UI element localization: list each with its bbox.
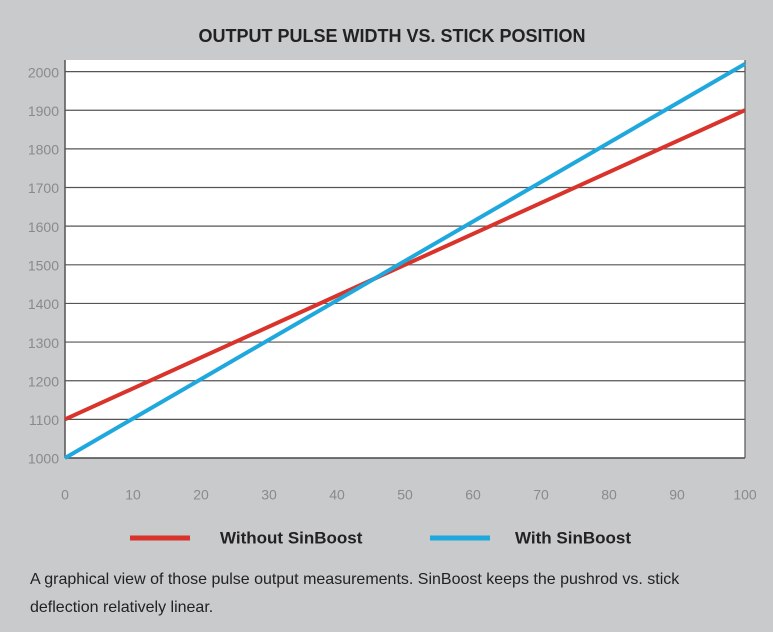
x-tick-label: 20 <box>193 487 209 503</box>
y-tick-label: 2000 <box>28 64 59 80</box>
y-tick-label: 1500 <box>28 257 59 273</box>
y-tick-label: 1900 <box>28 103 59 119</box>
x-tick-label: 80 <box>601 487 617 503</box>
y-tick-label: 1300 <box>28 335 59 351</box>
y-tick-label: 1400 <box>28 296 59 312</box>
legend-label: With SinBoost <box>515 528 631 547</box>
x-tick-label: 70 <box>533 487 549 503</box>
x-tick-label: 60 <box>465 487 481 503</box>
y-tick-label: 1000 <box>28 451 59 467</box>
series-line <box>64 108 746 422</box>
y-tick-label: 1600 <box>28 219 59 235</box>
y-tick-label: 1200 <box>28 373 59 389</box>
y-tick-label: 1800 <box>28 142 59 158</box>
x-tick-label: 0 <box>61 487 69 503</box>
caption: A graphical view of those pulse output m… <box>30 571 680 616</box>
x-tick-label: 40 <box>329 487 345 503</box>
y-tick-label: 1700 <box>28 180 59 196</box>
x-tick-label: 50 <box>397 487 413 503</box>
x-tick-label: 30 <box>261 487 277 503</box>
x-tick-label: 90 <box>669 487 685 503</box>
legend-label: Without SinBoost <box>220 528 363 547</box>
chart-title: OUTPUT PULSE WIDTH VS. STICK POSITION <box>198 26 585 46</box>
y-tick-label: 1100 <box>29 412 59 428</box>
x-tick-label: 100 <box>733 487 757 503</box>
x-tick-label: 10 <box>125 487 141 503</box>
series-line <box>63 62 747 460</box>
